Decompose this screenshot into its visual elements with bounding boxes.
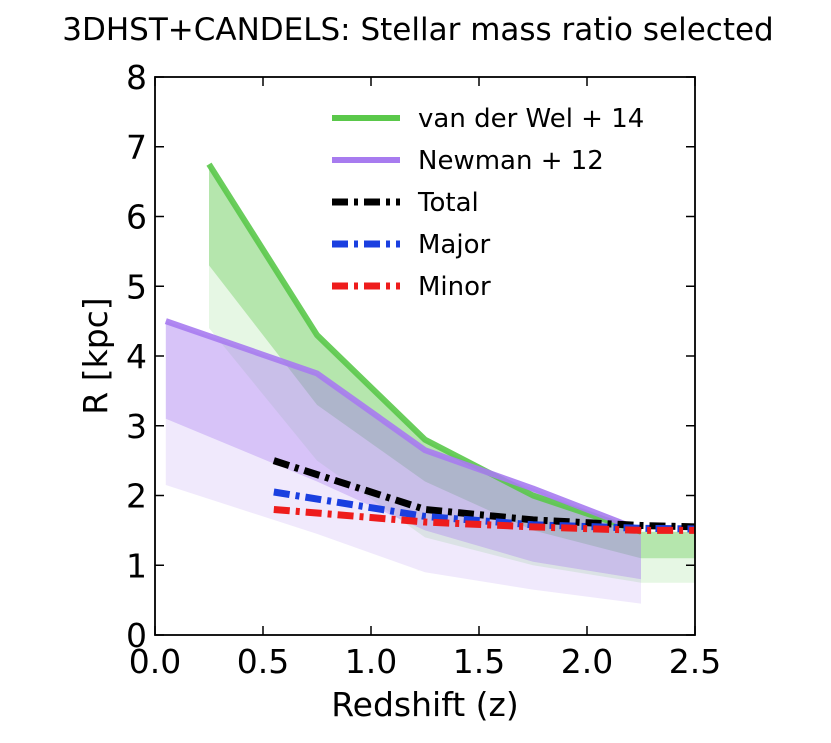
- newman-12-band: [165, 321, 642, 580]
- van-der-wel-14-lower-band: [209, 265, 695, 583]
- legend-total-label: Total: [417, 188, 479, 218]
- legend-minor-label: Minor: [418, 272, 491, 302]
- series-newman-12-line: [164, 318, 643, 534]
- van-der-wel-14-band: [209, 164, 695, 559]
- x-tick-label: 2.0: [561, 642, 613, 681]
- x-tick-label: 1.0: [345, 642, 397, 681]
- legend-major-label: Major: [418, 230, 490, 260]
- y-tick-label: 6: [126, 198, 147, 237]
- y-tick-label: 3: [126, 407, 147, 446]
- x-tick-label: 0.0: [129, 642, 181, 681]
- uncertainty-bands: [165, 164, 695, 604]
- legend: van der Wel + 14 Newman + 12 Total Major Min…: [332, 104, 644, 302]
- y-tick-label: 7: [126, 128, 147, 167]
- y-tick-label: 4: [126, 337, 147, 376]
- legend-newman-12-label: Newman + 12: [418, 146, 604, 176]
- x-tick-label: 0.5: [237, 642, 289, 681]
- chart-title: 3DHST+CANDELS: Stellar mass ratio select…: [62, 12, 774, 48]
- y-tick-label: 0: [126, 616, 147, 655]
- series-minor-line: [273, 505, 695, 534]
- x-tick-label: 1.5: [453, 642, 505, 681]
- legend-van-der-wel-14-label: van der Wel + 14: [418, 104, 644, 134]
- y-tick-label: 2: [126, 477, 147, 516]
- newman-12-lower-band: [165, 418, 642, 604]
- series-van-der-wel-14-line: [206, 162, 642, 535]
- axis-ticks: 0.0 0.5 1.0 1.5 2.0 2.5 0 1 2 3 4 5 6 7 8: [126, 58, 721, 681]
- data-series: [164, 162, 696, 535]
- y-tick-label: 5: [126, 267, 147, 306]
- y-axis-label: R [kpc]: [76, 297, 115, 414]
- y-tick-label: 8: [126, 58, 147, 97]
- x-axis-label: Redshift (z): [331, 685, 519, 724]
- y-tick-label: 1: [126, 546, 147, 585]
- x-tick-label: 2.5: [669, 642, 721, 681]
